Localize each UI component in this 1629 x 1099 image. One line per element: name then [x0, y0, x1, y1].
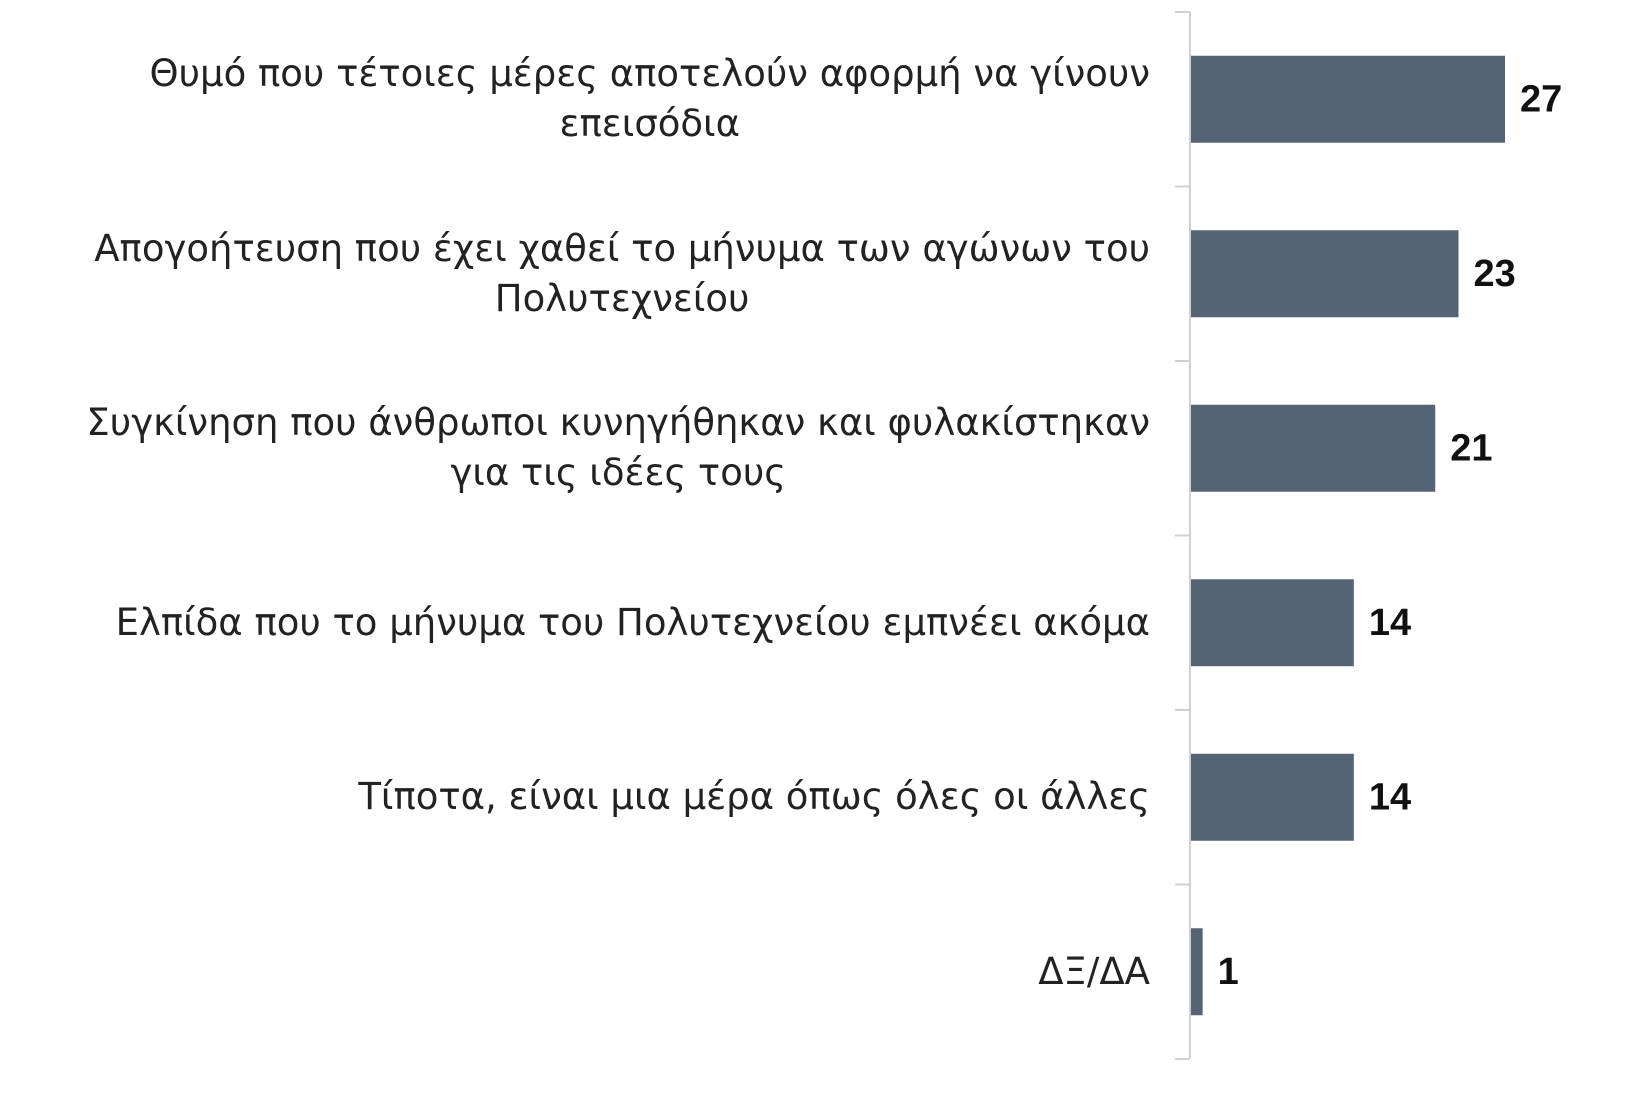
value-label: 14 [1369, 776, 1411, 818]
category-line: Απογοήτευση που έχει χαθεί το μήνυμα των… [94, 226, 1150, 270]
category-line: Πολυτεχνείου [494, 276, 750, 320]
category-label: Συγκίνηση που άνθρωποι κυνηγήθηκαν και φ… [86, 398, 1150, 498]
category-line: Θυμό που τέτοιες μέρες αποτελούν αφορμή … [149, 52, 1150, 96]
bar [1191, 404, 1436, 492]
category-label: Ελπίδα που το μήνυμα του Πολυτεχνείου εμ… [116, 598, 1150, 648]
category-label: Απογοήτευση που έχει χαθεί το μήνυμα των… [94, 224, 1150, 324]
value-label: 21 [1450, 427, 1492, 469]
bar [1191, 230, 1459, 318]
value-label: 23 [1473, 253, 1515, 295]
category-label: ΔΞ/ΔΑ [1038, 947, 1150, 997]
value-label: 27 [1520, 78, 1562, 120]
bar [1191, 753, 1354, 841]
category-line: επεισόδια [559, 102, 740, 146]
bar [1191, 928, 1203, 1016]
category-line: για τις ιδέες τους [450, 451, 786, 495]
category-line: Συγκίνηση που άνθρωποι κυνηγήθηκαν και φ… [86, 401, 1150, 445]
category-line: Ελπίδα που το μήνυμα του Πολυτεχνείου εμ… [115, 600, 1150, 644]
bar [1191, 55, 1506, 143]
value-label: 1 [1218, 951, 1239, 993]
category-line: ΔΞ/ΔΑ [1038, 949, 1150, 993]
value-label: 14 [1369, 602, 1411, 644]
category-label: Θυμό που τέτοιες μέρες αποτελούν αφορμή … [150, 49, 1150, 149]
category-line: Τίποτα, είναι μια μέρα όπως όλες οι άλλε… [358, 775, 1150, 819]
bar [1191, 579, 1354, 667]
category-label: Τίποτα, είναι μια μέρα όπως όλες οι άλλε… [358, 772, 1150, 822]
